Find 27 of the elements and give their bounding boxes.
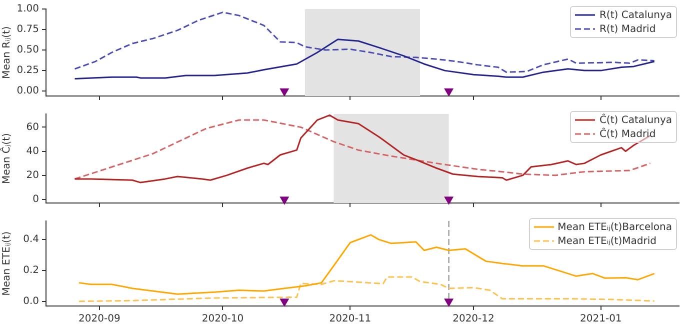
legend-label: Mean ETEᵢⱼ(t)Barcelona <box>558 222 672 232</box>
y-tick-label: 20 <box>26 170 39 181</box>
legend-label: Mean ETEᵢⱼ(t)Madrid <box>558 236 656 246</box>
y-tick-label: 0.4 <box>23 234 39 246</box>
line-series <box>78 276 656 302</box>
y-tick-label: 40 <box>26 146 39 157</box>
y-axis-title: Mean Ĉⱼ(t) <box>0 132 13 184</box>
x-tick-label: 2020-10 <box>202 314 244 325</box>
y-tick-label: 1.00 <box>16 4 39 15</box>
y-tick-label: 0.00 <box>16 86 39 97</box>
y-tick-label: 60 <box>26 122 39 133</box>
y-tick-label: 0.50 <box>16 44 39 56</box>
y-tick-label: 0.25 <box>16 65 39 76</box>
legend-label: Ĉ(t) Catalunya <box>599 114 672 126</box>
x-tick-label: 2020-09 <box>78 314 120 325</box>
x-tick-label: 2020-12 <box>452 314 494 325</box>
y-axis-title: Mean Rᵢⱼ(t) <box>2 26 13 79</box>
legend-label: R(t) Catalunya <box>599 10 672 20</box>
y-tick-label: 0.0 <box>23 296 39 307</box>
y-tick-label: 0 <box>32 194 39 205</box>
y-tick-label: 0.75 <box>16 24 39 36</box>
y-axis-title: Mean ETEᵢⱼ(t) <box>2 231 13 296</box>
legend-label: Ĉ(t) Madrid <box>599 128 656 140</box>
x-tick-label: 2021-01 <box>580 314 622 325</box>
legend-label: R(t) Madrid <box>599 24 656 34</box>
x-tick-label: 2020-11 <box>329 314 372 325</box>
y-tick-label: 0.2 <box>23 265 39 276</box>
